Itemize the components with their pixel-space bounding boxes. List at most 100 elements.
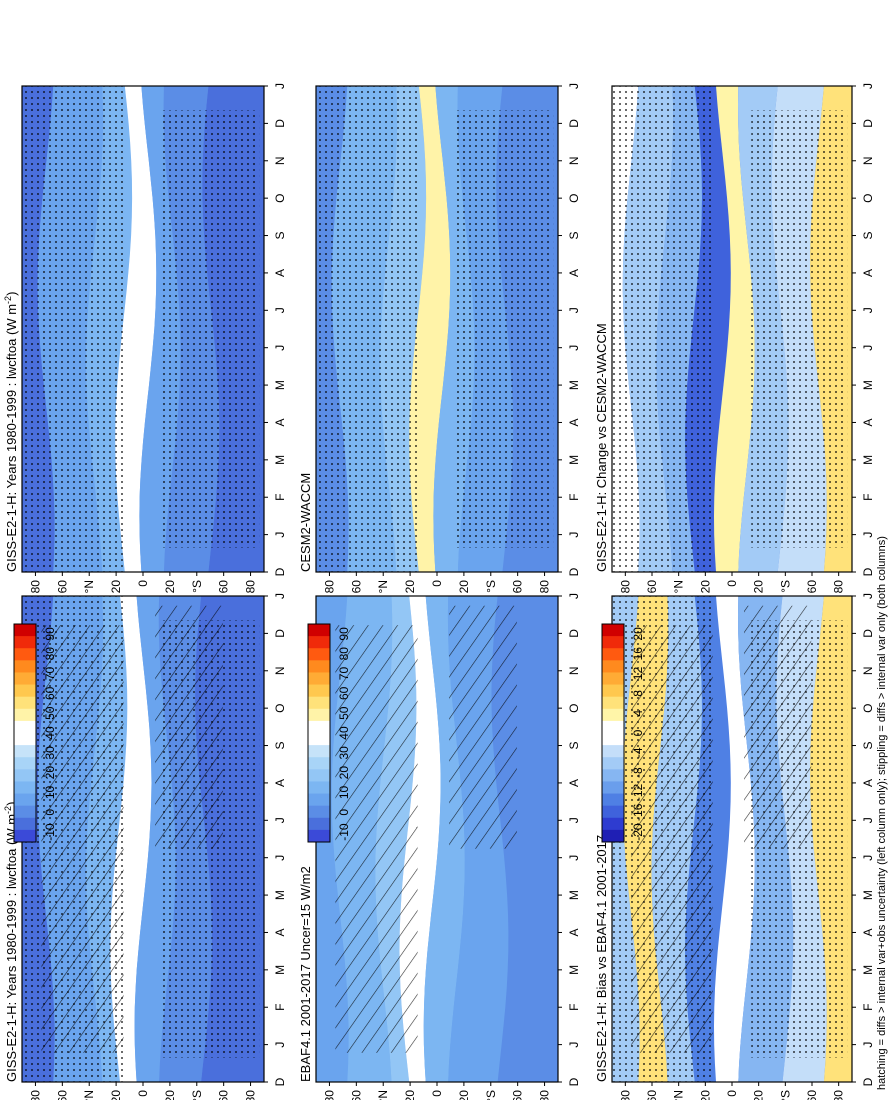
month-label: A <box>273 418 287 426</box>
colorbar-swatch <box>308 696 330 710</box>
colorbar-tick-label: 90 <box>43 627 57 641</box>
colorbar-swatch <box>602 829 624 843</box>
colorbar-swatch <box>14 696 36 710</box>
month-label: O <box>567 703 581 712</box>
month-label: A <box>861 928 875 936</box>
lat-label: 20 <box>109 1090 123 1100</box>
stipple-overlay <box>751 110 848 548</box>
colorbar-swatch <box>14 624 36 637</box>
month-label: N <box>567 156 581 165</box>
month-label: M <box>861 965 875 975</box>
lat-label: 0 <box>430 1090 444 1097</box>
lat-label: 60 <box>511 580 525 594</box>
colorbar-tick-label: 20 <box>337 766 351 780</box>
month-label: J <box>567 593 581 599</box>
colorbar-swatch <box>308 817 330 831</box>
month-label: J <box>567 345 581 351</box>
month-label: F <box>861 494 875 501</box>
month-label: O <box>273 193 287 202</box>
colorbar-swatch <box>308 793 330 807</box>
month-label: J <box>273 593 287 599</box>
colorbar-tick-label: -8 <box>631 767 645 778</box>
month-label: M <box>273 455 287 465</box>
month-label: N <box>273 666 287 675</box>
colorbar-swatch <box>602 793 624 807</box>
lat-label: °S <box>778 580 792 593</box>
colorbar-swatch <box>308 781 330 795</box>
colorbar-tick-label: 0 <box>337 809 351 816</box>
lat-label: °N <box>82 1090 96 1100</box>
colorbar-swatch <box>14 769 36 782</box>
panel-p2: D J F M A M J J A S O N D J 80 60 °N 20 0 20 °S 60 80 GISS-E2-1… <box>3 83 287 593</box>
month-label: F <box>273 1004 287 1011</box>
colorbar-tick-label: 4 <box>631 710 645 717</box>
panel-title: CESM2-WACCM <box>298 473 313 572</box>
colorbar-swatch <box>602 720 624 734</box>
month-label: D <box>273 119 287 128</box>
colorbar-swatch <box>602 733 624 746</box>
colorbar-tick-label: 50 <box>337 706 351 720</box>
lat-label: 60 <box>349 580 363 594</box>
lat-label: 60 <box>805 1090 819 1100</box>
colorbar-abs: 90 80 70 60 50 40 30 20 10 0 -10 <box>307 623 351 843</box>
lat-label: 20 <box>698 580 712 594</box>
colorbar-tick-label: 70 <box>337 667 351 681</box>
lat-label: 80 <box>322 1090 336 1100</box>
colorbar-frame <box>601 623 625 843</box>
month-label: J <box>273 345 287 351</box>
colorbar-tick-label: 90 <box>337 627 351 641</box>
lat-label: 80 <box>28 580 42 594</box>
month-label: J <box>861 855 875 861</box>
colorbar-swatch <box>602 672 624 686</box>
month-label: J <box>567 1042 581 1048</box>
lat-label: °S <box>484 1090 498 1100</box>
colorbar-swatch <box>602 696 624 710</box>
month-label: A <box>273 779 287 787</box>
colorbar-frame <box>13 623 37 843</box>
panel-title-end: ) <box>4 802 19 806</box>
month-label: F <box>273 494 287 501</box>
month-label: O <box>567 193 581 202</box>
month-label: A <box>861 418 875 426</box>
lat-label: 80 <box>832 1090 846 1100</box>
colorbar-swatch <box>602 660 624 673</box>
lat-label: 60 <box>55 580 69 594</box>
stipple-overlay <box>456 110 554 548</box>
month-label: J <box>567 532 581 538</box>
month-label: D <box>567 1077 581 1086</box>
month-label: M <box>567 380 581 390</box>
hatch-overlay <box>155 605 223 849</box>
colorbar-swatch <box>308 624 330 637</box>
month-label: A <box>567 418 581 426</box>
colorbar-swatch <box>14 720 36 734</box>
color-band <box>714 596 755 1082</box>
colorbar-swatch <box>14 648 36 661</box>
month-label: O <box>273 703 287 712</box>
lat-label: 80 <box>832 580 846 594</box>
lat-label: 20 <box>698 1090 712 1100</box>
colorbar-swatch <box>14 672 36 686</box>
colorbar-swatch <box>14 829 36 843</box>
colorbar-tick-label: 20 <box>43 766 57 780</box>
month-label: D <box>273 1077 287 1086</box>
lat-label: 60 <box>55 1090 69 1100</box>
lat-label: 60 <box>217 1090 231 1100</box>
month-label: J <box>861 532 875 538</box>
month-label: M <box>861 890 875 900</box>
colorbar-swatch <box>308 769 330 782</box>
month-label: A <box>273 928 287 936</box>
colorbar-tick-label: 80 <box>337 647 351 661</box>
colorbar-swatch <box>308 672 330 686</box>
hatch-overlay <box>631 625 713 1053</box>
lat-label: 20 <box>109 580 123 594</box>
colorbar-swatch <box>602 781 624 795</box>
month-label: F <box>861 1004 875 1011</box>
month-label: M <box>567 455 581 465</box>
footnote: hatching = diffs > internal var+obs unce… <box>876 536 888 1090</box>
month-label: D <box>861 119 875 128</box>
colorbar-swatch <box>602 745 624 758</box>
colorbar-swatch <box>14 636 36 649</box>
